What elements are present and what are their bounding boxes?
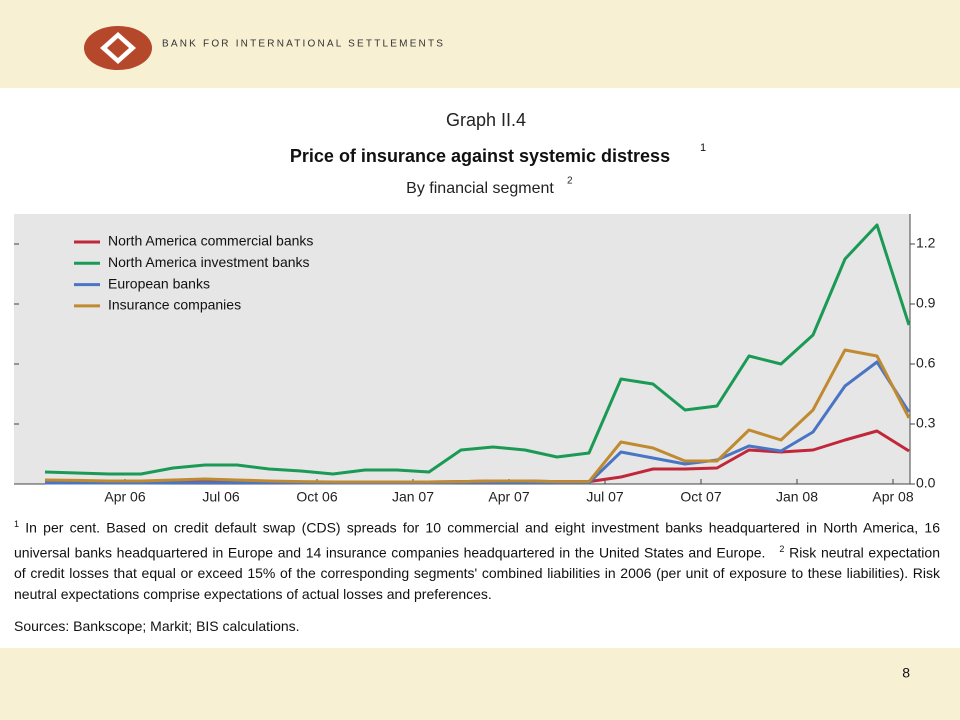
series-line: [44, 348, 911, 484]
y-tick-label: 0.9: [916, 295, 936, 311]
header-band: [0, 0, 960, 88]
x-tick-label: Jul 06: [202, 489, 240, 505]
note-text: In per cent. Based on credit default swa…: [14, 519, 941, 561]
note-marker: 2: [779, 543, 785, 554]
org-name: BANK FOR INTERNATIONAL SETTLEMENTS: [162, 39, 445, 50]
x-tick-label: Oct 07: [680, 489, 721, 505]
legend-label: North America commercial banks: [108, 233, 313, 249]
title-note: 1: [700, 142, 706, 154]
footer-band: [0, 648, 960, 720]
page-number: 8: [902, 665, 910, 681]
logo-inner: [107, 38, 129, 58]
x-tick-label: Jan 07: [392, 489, 434, 505]
legend-label: Insurance companies: [108, 297, 241, 313]
chart-title: Price of insurance against systemic dist…: [290, 146, 670, 166]
chart-subtitle: By financial segment: [406, 180, 554, 197]
subtitle-note: 2: [567, 176, 573, 187]
legend-label: North America investment banks: [108, 254, 310, 270]
x-tick-label: Jul 07: [586, 489, 624, 505]
x-tick-label: Jan 08: [776, 489, 818, 505]
note-text: Risk neutral expectation of credit losse…: [14, 544, 940, 603]
y-tick-label: 0.3: [916, 415, 936, 431]
y-tick-label: 0.0: [916, 475, 936, 491]
x-tick-label: Oct 06: [296, 489, 337, 505]
x-tick-label: Apr 06: [104, 489, 145, 505]
series-line: [44, 223, 911, 476]
y-tick-label: 1.2: [916, 235, 936, 251]
sources: Sources: Bankscope; Markit; BIS calculat…: [14, 618, 300, 634]
x-tick-label: Apr 08: [872, 489, 913, 505]
plot-area: [14, 214, 910, 484]
legend-label: European banks: [108, 275, 210, 291]
y-tick-label: 0.6: [916, 355, 936, 371]
x-tick-label: Apr 07: [488, 489, 529, 505]
graph-label: Graph II.4: [446, 110, 526, 130]
footnotes: 1 In per cent. Based on credit default s…: [14, 514, 940, 605]
note-marker: 1: [14, 519, 20, 529]
